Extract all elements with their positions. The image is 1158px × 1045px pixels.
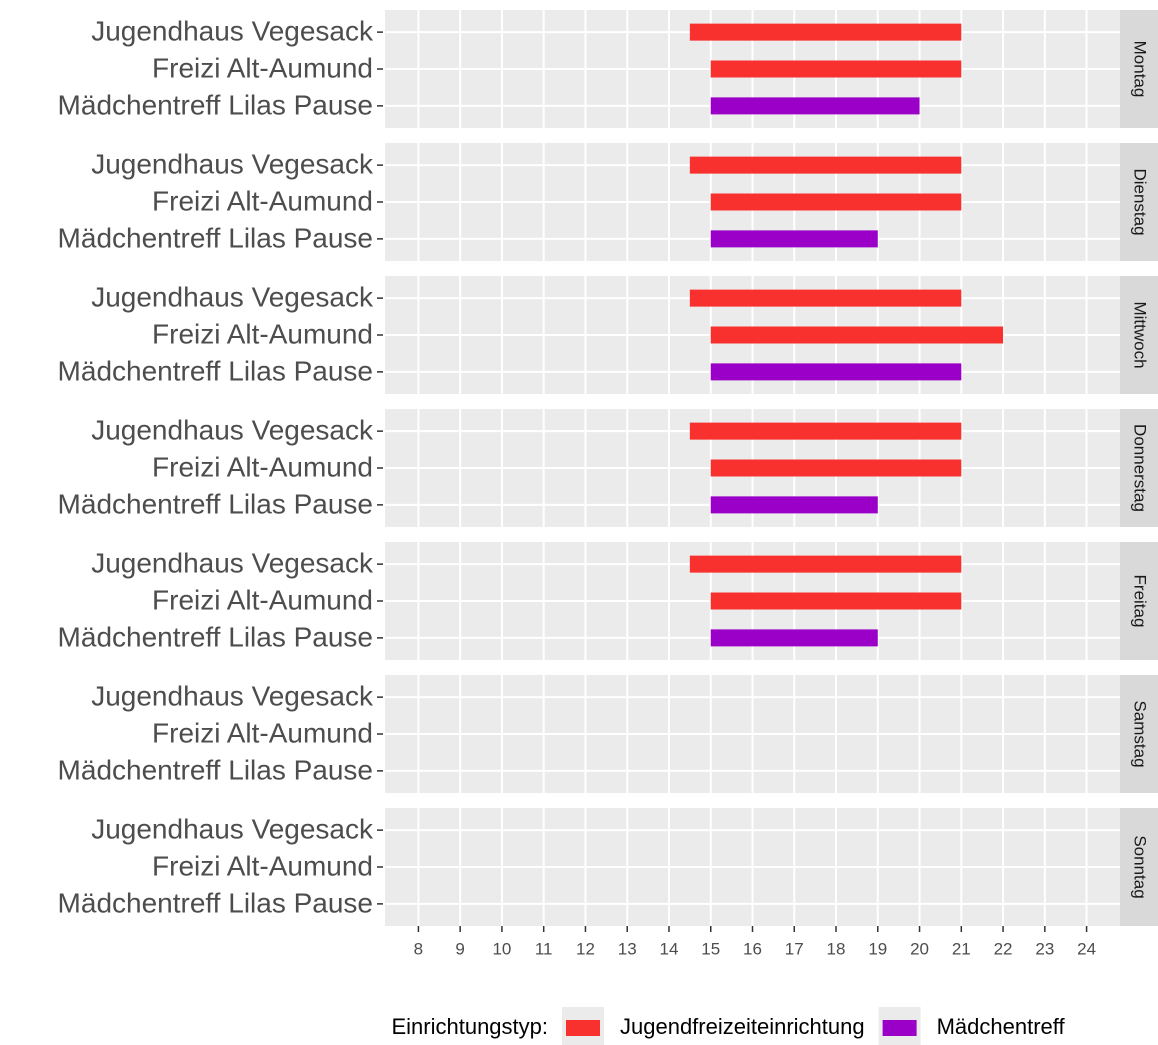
facet-strip [1120,276,1158,394]
facet-label: Samstag [1131,700,1150,767]
y-tick-label: Jugendhaus Vegesack [91,415,374,446]
y-tick-label: Freizi Alt-Aumund [152,850,373,881]
x-tick-label: 22 [994,939,1013,958]
y-tick-label: Freizi Alt-Aumund [152,717,373,748]
y-tick-label: Freizi Alt-Aumund [152,584,373,615]
bar [689,23,962,41]
bar [710,592,962,610]
x-tick-label: 19 [868,939,887,958]
y-tick-label: Freizi Alt-Aumund [152,52,373,83]
facet-label: Montag [1131,41,1150,98]
facet-label: Donnerstag [1131,424,1150,512]
y-tick-label: Jugendhaus Vegesack [91,149,374,180]
x-tick-label: 23 [1035,939,1054,958]
bar [710,363,962,381]
bar [710,326,1004,344]
x-tick-label: 21 [952,939,971,958]
y-tick-label: Mädchentreff Lilas Pause [58,621,373,652]
y-tick-label: Jugendhaus Vegesack [91,548,374,579]
y-tick-label: Mädchentreff Lilas Pause [58,222,373,253]
y-tick-label: Mädchentreff Lilas Pause [58,887,373,918]
x-tick-label: 17 [785,939,804,958]
facet-strip [1120,143,1158,261]
facet-label: Dienstag [1131,168,1150,235]
x-tick-label: 9 [455,939,464,958]
x-tick-label: 14 [660,939,679,958]
x-tick-label: 15 [701,939,720,958]
legend-label: Jugendfreizeiteinrichtung [620,1014,865,1039]
x-tick-label: 24 [1077,939,1096,958]
y-tick-label: Mädchentreff Lilas Pause [58,355,373,386]
x-tick-label: 16 [743,939,762,958]
y-tick-label: Mädchentreff Lilas Pause [58,89,373,120]
facet-strip [1120,409,1158,527]
bar [689,156,962,174]
bar [710,60,962,78]
bar [689,289,962,307]
x-tick-label: 13 [618,939,637,958]
facet-strip [1120,808,1158,926]
x-tick-label: 8 [414,939,423,958]
y-tick-label: Jugendhaus Vegesack [91,814,374,845]
x-tick-label: 18 [827,939,846,958]
bar [710,629,878,647]
bar [710,459,962,477]
y-tick-label: Freizi Alt-Aumund [152,318,373,349]
bar [710,230,878,248]
x-tick-label: 12 [576,939,595,958]
y-tick-label: Freizi Alt-Aumund [152,451,373,482]
bar [710,496,878,514]
facet-strip [1120,675,1158,793]
y-tick-label: Jugendhaus Vegesack [91,282,374,313]
facet-label: Sonntag [1131,835,1150,898]
facet-label: Freitag [1131,575,1150,628]
y-tick-label: Jugendhaus Vegesack [91,681,374,712]
x-tick-label: 11 [535,939,553,958]
bar [710,193,962,211]
facet-label: Mittwoch [1131,301,1150,368]
y-tick-label: Mädchentreff Lilas Pause [58,488,373,519]
legend-swatch [566,1020,600,1036]
legend-swatch [882,1020,917,1036]
facet-strip [1120,10,1158,128]
y-tick-label: Freizi Alt-Aumund [152,185,373,216]
y-tick-label: Jugendhaus Vegesack [91,16,374,47]
bar [689,555,962,573]
legend-label: Mädchentreff [937,1014,1066,1039]
x-tick-label: 10 [492,939,511,958]
x-tick-label: 20 [910,939,929,958]
legend-title: Einrichtungstyp: [391,1014,548,1039]
y-tick-label: Mädchentreff Lilas Pause [58,754,373,785]
facet-strip [1120,542,1158,660]
bar [710,97,920,115]
bar [689,422,962,440]
